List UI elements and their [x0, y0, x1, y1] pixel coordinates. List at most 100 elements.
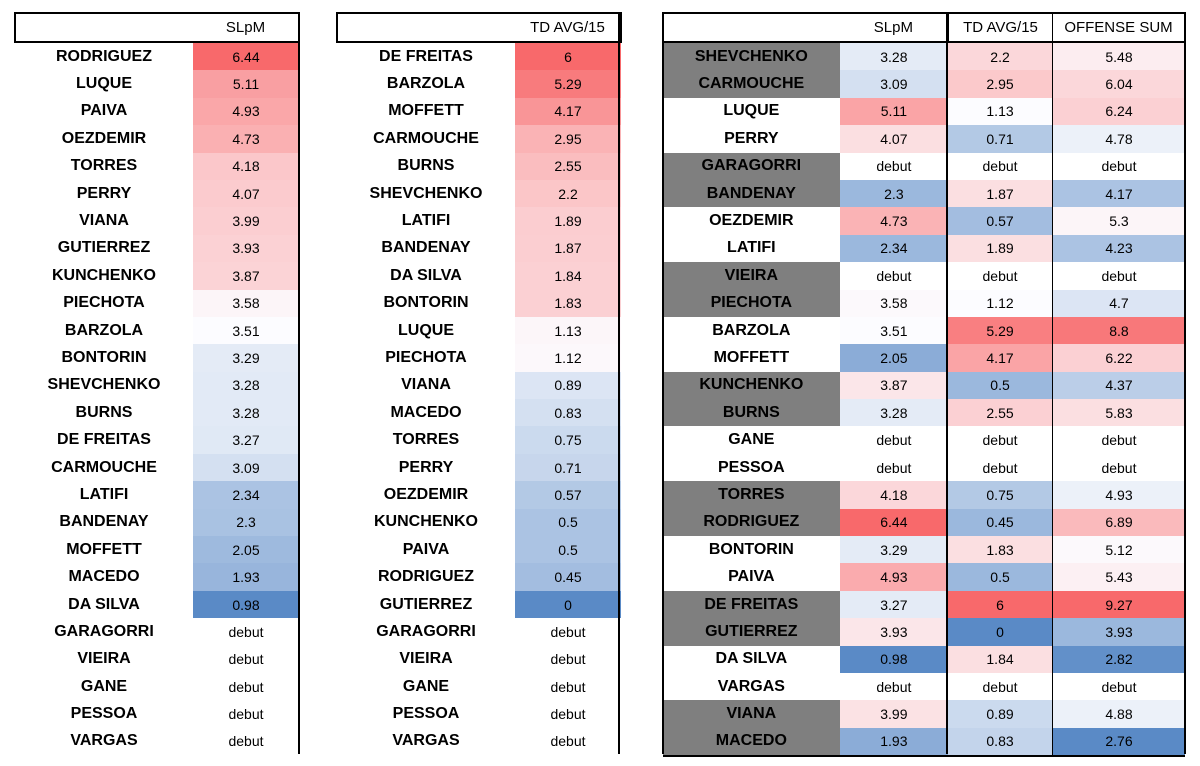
- table-header-row: SLpM TD AVG/15 OFFENSE SUM: [662, 12, 1186, 43]
- stat-value-cell: 0.98: [193, 590, 299, 619]
- fighter-name: LATIFI: [727, 239, 776, 257]
- table-row: MACEDO 1.93 0.83 2.76: [663, 727, 1185, 758]
- stat-value-cell: 4.07: [193, 179, 299, 208]
- fighter-name: BARZOLA: [386, 75, 466, 93]
- table-row: PAIVA 0.5: [337, 536, 621, 564]
- stat-value-cell: debut: [193, 645, 299, 673]
- offense-sum-cell: 4.23: [1051, 234, 1185, 263]
- fighter-name: SHEVCHENKO: [369, 184, 483, 202]
- fighter-name: TORRES: [70, 157, 138, 175]
- fighter-name: GUTIERREZ: [57, 239, 151, 257]
- td-avg-cell: 6: [948, 590, 1053, 619]
- fighter-name: VIANA: [663, 700, 840, 728]
- stat-value-cell: 0.75: [515, 426, 621, 454]
- fighter-name: PIECHOTA: [663, 289, 840, 317]
- header-offense-sum: OFFENSE SUM: [1051, 12, 1186, 43]
- stat-value-cell: debut: [193, 700, 299, 728]
- stat-value-cell: debut: [193, 727, 299, 756]
- table-row: VIEIRA debut: [15, 645, 299, 673]
- td-avg-cell: 0.57: [948, 207, 1053, 235]
- fighter-name: CARMOUCHE: [51, 458, 157, 476]
- table-row: KUNCHENKO 3.87: [15, 262, 299, 290]
- fighter-name: LATIFI: [401, 212, 451, 230]
- fighter-name: VIEIRA: [77, 650, 131, 668]
- table-header-row: TD AVG/15: [336, 12, 622, 43]
- fighter-name: OEZDEMIR: [709, 212, 794, 230]
- table-row: DA SILVA 1.84: [337, 262, 621, 290]
- table-row: LUQUE 5.11: [15, 70, 299, 98]
- offense-sum-cell: 5.48: [1051, 42, 1185, 71]
- table-row: VIEIRA debut: [337, 645, 621, 673]
- td-avg-cell: 0.83: [948, 727, 1053, 758]
- slpm-cell: 3.58: [839, 289, 949, 317]
- table-row: TORRES 4.18 0.75 4.93: [663, 481, 1185, 509]
- table-row: CARMOUCHE 3.09: [15, 453, 299, 482]
- table-row: VARGAS debut: [337, 727, 621, 756]
- stat-value-cell: 3.58: [193, 289, 299, 317]
- td-avg-cell: debut: [948, 426, 1053, 454]
- td-avg-cell: 4.17: [948, 344, 1053, 372]
- stat-value-cell: debut: [515, 645, 621, 673]
- td-avg-cell: 1.13: [948, 97, 1053, 126]
- table-row: KUNCHENKO 3.87 0.5 4.37: [663, 371, 1185, 400]
- slpm-cell: 3.09: [839, 70, 949, 98]
- header-name-cell: [336, 12, 515, 43]
- td-avg-cell: 1.89: [948, 234, 1053, 263]
- td-avg-cell: debut: [948, 152, 1053, 180]
- td-avg-cell: 2.95: [948, 70, 1053, 98]
- offense-sum-cell: 9.27: [1051, 590, 1185, 619]
- slpm-cell: 3.29: [839, 536, 949, 564]
- table3-left-border: [662, 12, 664, 754]
- offense-sum-cell: 4.88: [1051, 700, 1185, 728]
- fighter-name: SHEVCHENKO: [47, 376, 161, 394]
- stat-value-cell: debut: [515, 672, 621, 701]
- table-row: DA SILVA 0.98: [15, 590, 299, 619]
- fighter-name: MACEDO: [663, 727, 840, 758]
- td-avg-cell: 0.5: [948, 371, 1053, 400]
- table-row: BANDENAY 2.3 1.87 4.17: [663, 179, 1185, 208]
- offense-sum-cell: debut: [1051, 672, 1185, 701]
- header-slpm: SLpM: [193, 12, 300, 43]
- fighter-name: PERRY: [724, 129, 779, 147]
- td-avg-cell: 0.89: [948, 700, 1053, 728]
- stat-value-cell: 2.95: [515, 125, 621, 153]
- slpm-cell: 4.73: [839, 207, 949, 235]
- stat-value-cell: 3.29: [193, 344, 299, 372]
- table-row: PESSOA debut: [337, 700, 621, 728]
- header-td-avg: TD AVG/15: [947, 12, 1053, 43]
- fighter-name: GANE: [402, 677, 450, 695]
- table-row: MOFFETT 2.05: [15, 536, 299, 564]
- stat-value-cell: 3.99: [193, 207, 299, 235]
- table-row: LATIFI 2.34 1.89 4.23: [663, 234, 1185, 263]
- fighter-name: BARZOLA: [712, 321, 791, 339]
- table-row: LATIFI 2.34: [15, 481, 299, 509]
- table-row: BURNS 2.55: [337, 152, 621, 180]
- table-row: CARMOUCHE 2.95: [337, 125, 621, 153]
- fighter-name: DE FREITAS: [663, 590, 840, 619]
- table-row: BONTORIN 3.29 1.83 5.12: [663, 536, 1185, 564]
- fighter-name: LUQUE: [398, 321, 454, 339]
- fighter-name: LUQUE: [723, 102, 780, 120]
- td-avg-cell: 1.87: [948, 179, 1053, 208]
- table-row: LUQUE 1.13: [337, 316, 621, 345]
- stat-value-cell: 0: [515, 590, 621, 619]
- table-row: PERRY 4.07 0.71 4.78: [663, 125, 1185, 153]
- slpm-cell: 3.93: [839, 618, 949, 646]
- offense-sum-cell: 6.22: [1051, 344, 1185, 372]
- stat-value-cell: 0.71: [515, 453, 621, 482]
- stat-value-cell: 0.45: [515, 563, 621, 591]
- stat-value-cell: 1.13: [515, 316, 621, 345]
- stat-value-cell: debut: [193, 672, 299, 701]
- table-row: PIECHOTA 1.12: [337, 344, 621, 372]
- slpm-cell: debut: [839, 152, 949, 180]
- stat-value-cell: 0.89: [515, 371, 621, 400]
- fighter-name: RODRIGUEZ: [663, 508, 840, 537]
- table-row: MOFFETT 4.17: [337, 97, 621, 126]
- table-row: BURNS 3.28: [15, 399, 299, 427]
- slpm-cell: 1.93: [839, 727, 949, 758]
- fighter-name: BURNS: [75, 403, 133, 421]
- slpm-cell: debut: [839, 262, 949, 290]
- fighter-name: BANDENAY: [381, 239, 471, 257]
- stat-value-cell: 1.84: [515, 262, 621, 290]
- fighter-name: TORRES: [392, 431, 460, 449]
